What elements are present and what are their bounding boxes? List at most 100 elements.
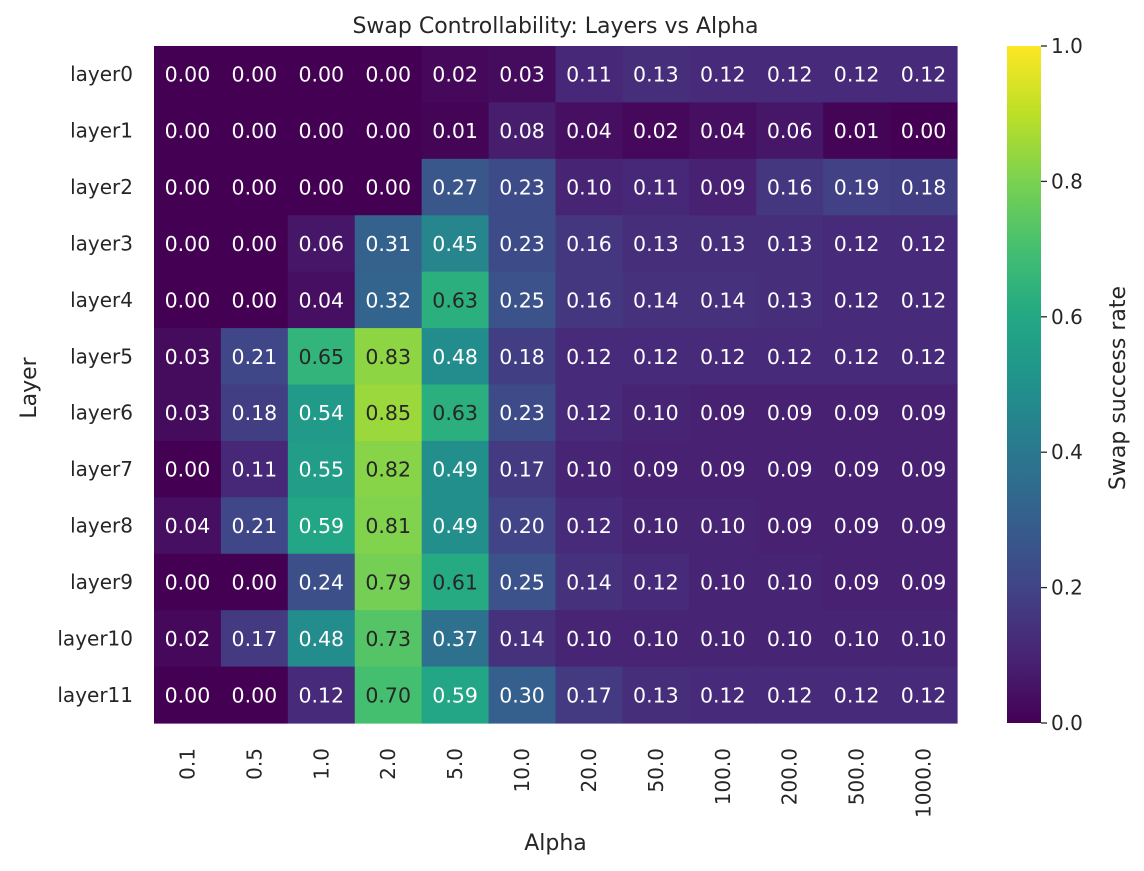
heatmap-cell xyxy=(823,384,891,442)
heatmap-cell xyxy=(154,102,222,160)
heatmap-cell xyxy=(220,102,289,160)
cell-value-label: 0.12 xyxy=(566,514,612,538)
cell-value-label: 0.00 xyxy=(232,63,278,87)
heatmap-cell xyxy=(488,440,557,498)
cell-value-label: 0.12 xyxy=(700,63,746,87)
x-tick-label: 5.0 xyxy=(443,748,467,780)
heatmap-cell xyxy=(622,610,690,668)
cell-value-label: 0.09 xyxy=(767,514,813,538)
cell-value-label: 0.09 xyxy=(767,401,813,425)
heatmap-cell xyxy=(555,46,624,104)
heatmap-cell xyxy=(154,610,222,668)
cell-value-label: 0.00 xyxy=(165,176,211,200)
heatmap-cell xyxy=(421,666,490,724)
cell-value-label: 0.00 xyxy=(365,63,411,87)
cell-value-label: 0.10 xyxy=(566,627,612,651)
heatmap-cell xyxy=(823,553,891,611)
cell-value-label: 0.08 xyxy=(499,119,545,143)
heatmap-cell xyxy=(154,328,222,386)
cell-value-label: 0.00 xyxy=(232,176,278,200)
y-tick-label: layer6 xyxy=(70,401,133,425)
heatmap-cell xyxy=(555,440,624,498)
cell-value-label: 0.16 xyxy=(767,176,813,200)
heatmap-cell xyxy=(287,497,356,555)
cell-value-label: 0.13 xyxy=(633,232,679,256)
cell-value-label: 0.59 xyxy=(432,683,478,707)
cell-value-label: 0.00 xyxy=(165,683,211,707)
heatmap-cell xyxy=(689,158,757,216)
cell-value-label: 0.17 xyxy=(499,458,545,482)
heatmap-cell xyxy=(354,102,423,160)
cell-value-label: 0.14 xyxy=(700,288,746,312)
cell-value-label: 0.12 xyxy=(834,232,880,256)
heatmap-cell xyxy=(154,553,222,611)
y-tick-label: layer7 xyxy=(70,457,133,481)
heatmap-cell xyxy=(823,328,891,386)
cell-value-label: 0.10 xyxy=(834,627,880,651)
cell-value-label: 0.59 xyxy=(298,514,344,538)
cell-value-label: 0.00 xyxy=(298,119,344,143)
heatmap-cell xyxy=(287,610,356,668)
cell-value-label: 0.23 xyxy=(499,176,545,200)
chart-title: Swap Controllability: Layers vs Alpha xyxy=(352,14,758,39)
heatmap-cell xyxy=(421,553,490,611)
cell-value-label: 0.00 xyxy=(365,119,411,143)
heatmap-cell xyxy=(555,215,624,273)
heatmap-cell xyxy=(488,384,557,442)
cell-value-label: 0.00 xyxy=(232,232,278,256)
cell-value-label: 0.09 xyxy=(834,514,880,538)
cell-value-label: 0.14 xyxy=(499,627,545,651)
heatmap-cell xyxy=(622,440,690,498)
cell-value-label: 0.00 xyxy=(232,288,278,312)
heatmap-cell xyxy=(354,553,423,611)
cell-value-label: 0.12 xyxy=(901,63,947,87)
cell-value-label: 0.00 xyxy=(232,119,278,143)
heatmap-cell xyxy=(689,553,757,611)
cell-value-label: 0.18 xyxy=(901,176,947,200)
cell-value-label: 0.12 xyxy=(700,345,746,369)
y-tick-label: layer9 xyxy=(70,570,133,594)
heatmap-cell xyxy=(890,440,958,498)
cell-value-label: 0.48 xyxy=(298,627,344,651)
x-axis-label: Alpha xyxy=(524,831,587,856)
x-tick-label: 10.0 xyxy=(510,748,534,793)
x-tick-label: 50.0 xyxy=(644,748,668,793)
heatmap-cell xyxy=(421,102,490,160)
cell-value-label: 0.24 xyxy=(298,570,344,594)
x-tick-label: 0.5 xyxy=(242,748,266,780)
cell-value-label: 0.09 xyxy=(901,570,947,594)
heatmap-cell xyxy=(622,102,690,160)
x-tick-label: 1.0 xyxy=(309,748,333,780)
heatmap-cell xyxy=(689,46,757,104)
heatmap-cell xyxy=(421,328,490,386)
cell-value-label: 0.10 xyxy=(633,514,679,538)
cell-value-label: 0.10 xyxy=(767,627,813,651)
heatmap-cell xyxy=(354,215,423,273)
colorbar-tick-label: 0.2 xyxy=(1051,576,1083,600)
heatmap-cell xyxy=(555,102,624,160)
cell-value-label: 0.85 xyxy=(365,401,411,425)
heatmap-cell xyxy=(354,666,423,724)
cell-value-label: 0.14 xyxy=(566,570,612,594)
cell-value-label: 0.00 xyxy=(165,458,211,482)
cell-value-label: 0.70 xyxy=(365,683,411,707)
cell-value-label: 0.09 xyxy=(901,458,947,482)
cell-value-label: 0.09 xyxy=(700,401,746,425)
cell-value-label: 0.37 xyxy=(432,627,478,651)
cell-value-label: 0.13 xyxy=(767,232,813,256)
cell-value-label: 0.12 xyxy=(566,345,612,369)
heatmap-cell xyxy=(689,271,757,329)
cell-value-label: 0.00 xyxy=(165,232,211,256)
heatmap-cell xyxy=(756,384,824,442)
heatmap-cell xyxy=(421,215,490,273)
heatmap-cell xyxy=(154,158,222,216)
x-tick-label: 2.0 xyxy=(376,748,400,780)
heatmap-cell xyxy=(689,440,757,498)
heatmap-cell xyxy=(555,158,624,216)
heatmap-cell xyxy=(287,666,356,724)
cell-value-label: 0.12 xyxy=(834,63,880,87)
cell-value-label: 0.00 xyxy=(365,176,411,200)
cell-value-label: 0.23 xyxy=(499,401,545,425)
heatmap-cell xyxy=(622,497,690,555)
heatmap-cell xyxy=(890,384,958,442)
